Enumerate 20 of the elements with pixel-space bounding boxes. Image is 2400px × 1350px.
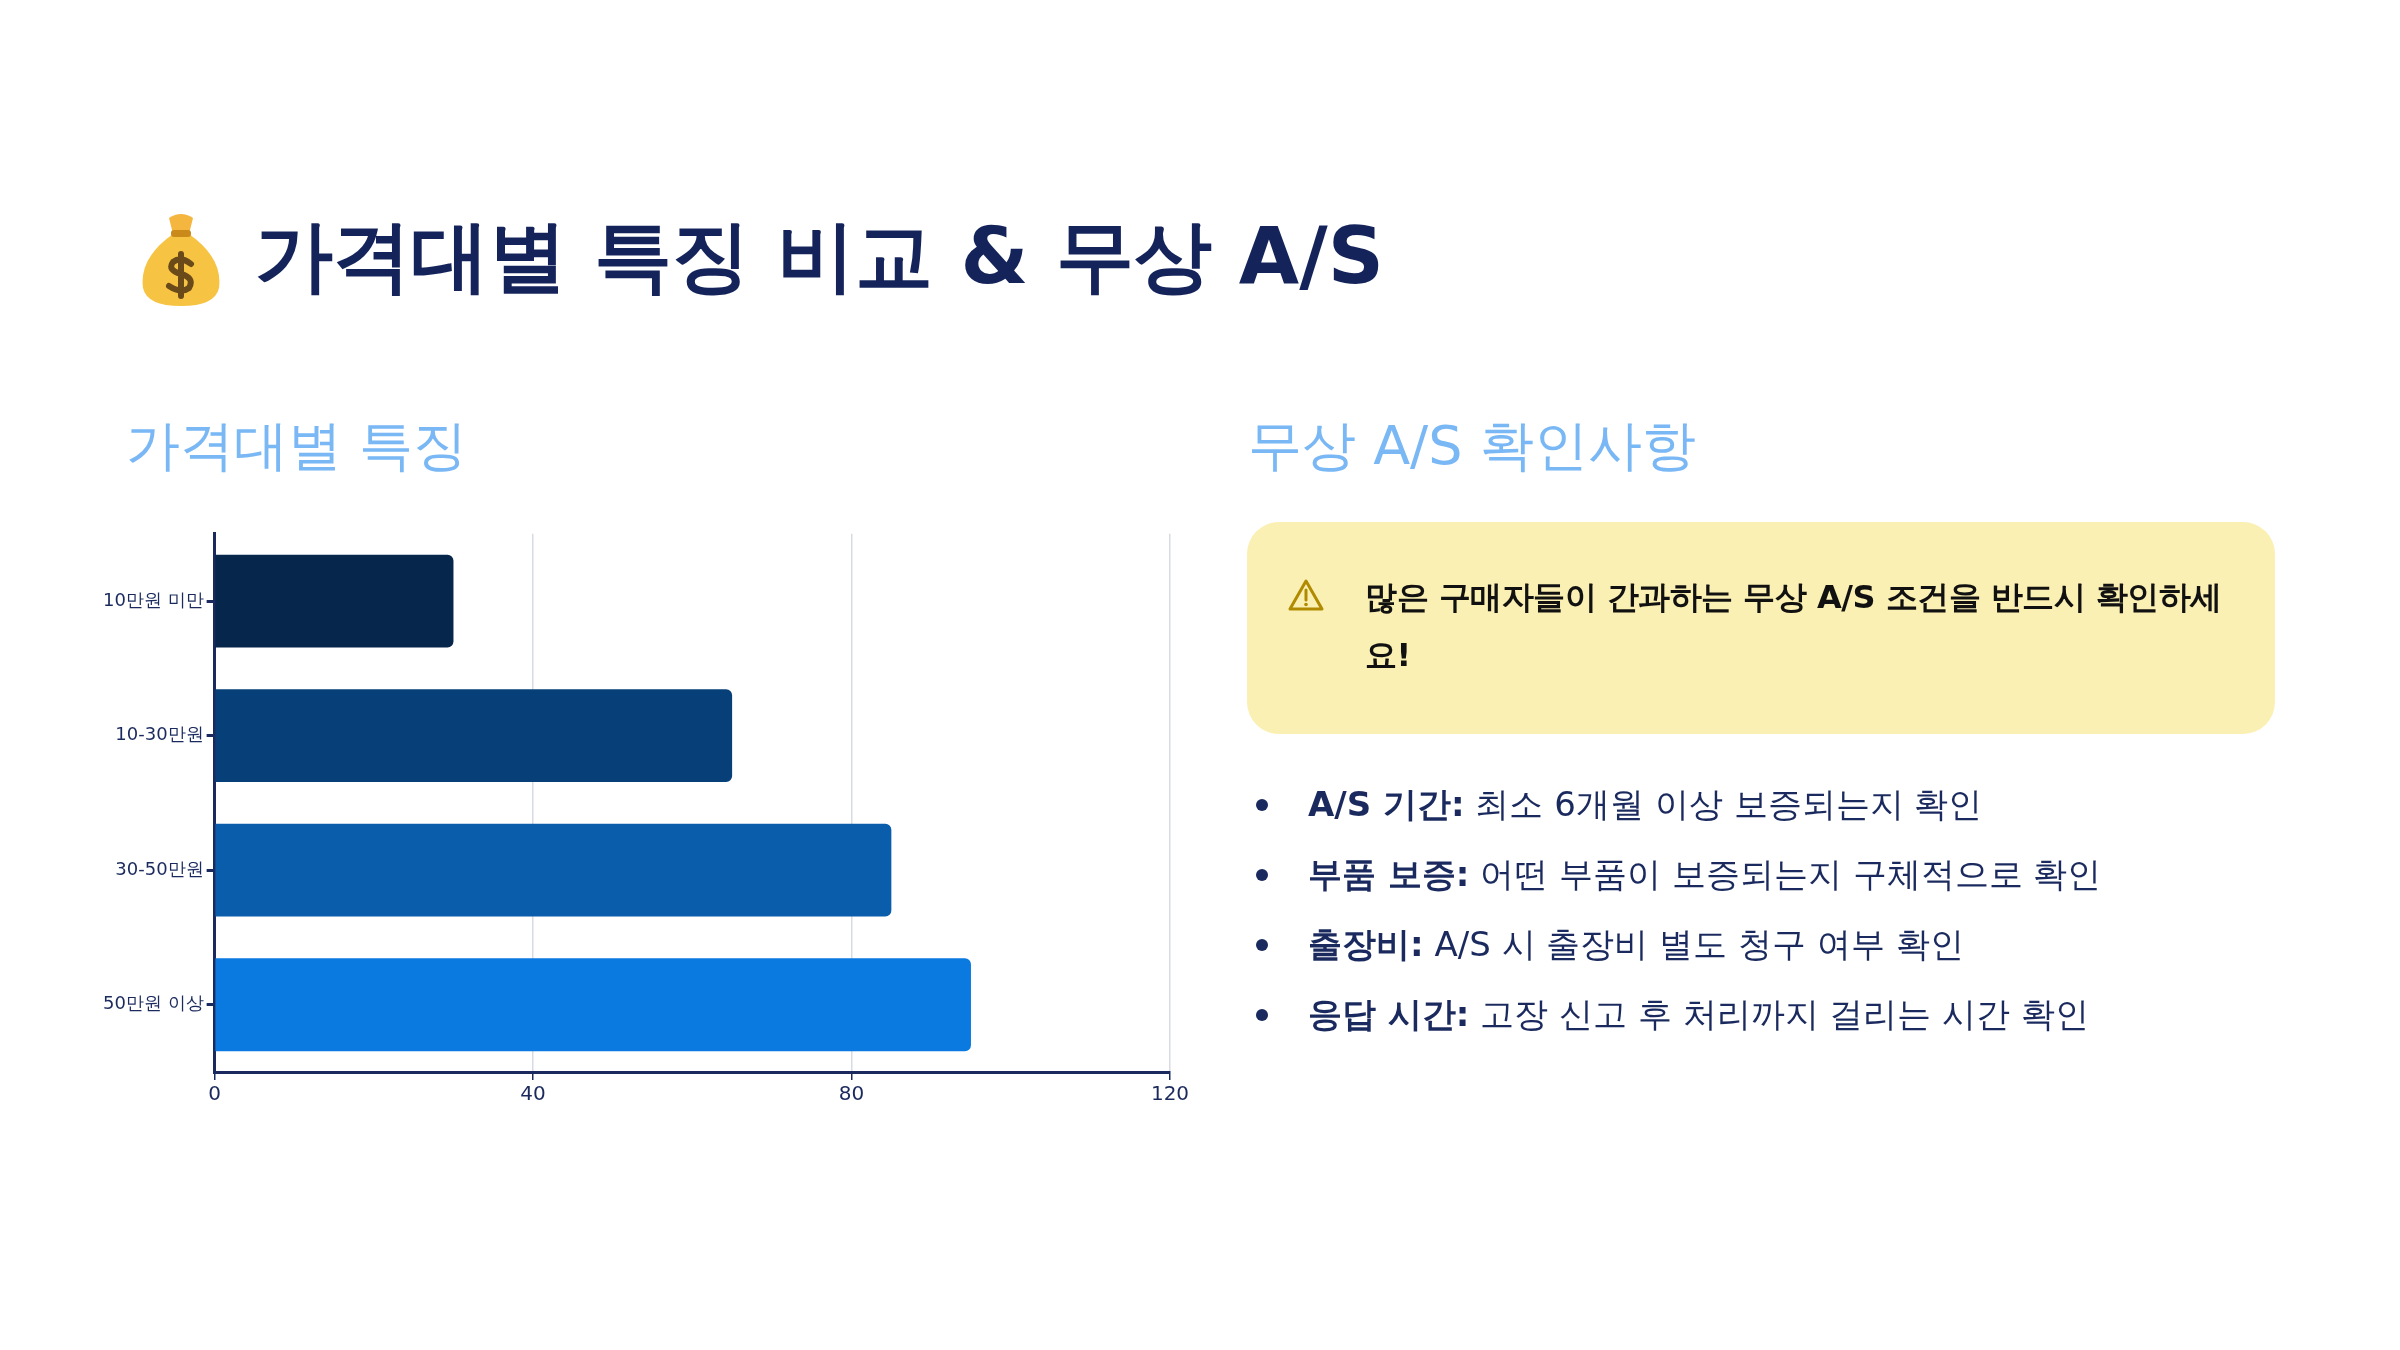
y-tick-label: 10-30만원 <box>115 723 204 745</box>
bar <box>215 554 454 648</box>
x-tick-label: 120 <box>1150 1081 1190 1106</box>
bar <box>215 689 733 783</box>
text: A/S 기간: 최소 6개월 이상 보증되는지 확인 <box>1308 783 1983 826</box>
x-tick-label: 0 <box>208 1081 221 1106</box>
y-tick-label: 50만원 이상 <box>102 992 204 1014</box>
text: 무상 A/S 확인사항 <box>1248 413 1696 479</box>
y-tick-label: 10만원 미만 <box>102 588 204 610</box>
text: 응답 시간: 고장 신고 후 처리까지 걸리는 시간 확인 <box>1308 993 2090 1036</box>
x-tick-label: 80 <box>838 1081 865 1106</box>
text: 출장비: A/S 시 출장비 별도 청구 여부 확인 <box>1308 923 1964 966</box>
bar <box>215 823 892 917</box>
x-tick-label: 40 <box>520 1081 546 1106</box>
text: 많은 구매자들이 간과하는 무상 A/S 조건을 반드시 확인하세요! <box>1365 578 2222 674</box>
chart-subtitle: 가격대별 특징 <box>126 413 468 479</box>
text: 부품 보증: 어떤 부품이 보증되는지 구체적으로 확인 <box>1308 853 2102 896</box>
chart-title: 가격대별 특징 비교 & 무상 A/S <box>255 210 1384 303</box>
bar <box>215 958 971 1052</box>
y-tick-label: 30-50만원 <box>115 857 204 879</box>
